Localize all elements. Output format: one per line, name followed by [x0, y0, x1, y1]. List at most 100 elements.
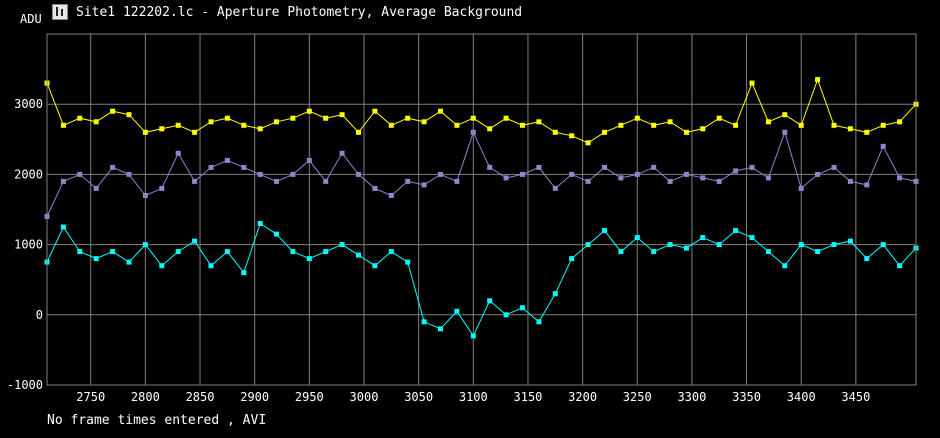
data-point	[110, 108, 116, 114]
data-point	[536, 119, 542, 125]
data-point	[536, 319, 542, 325]
series-line	[46, 78, 917, 144]
data-point	[602, 129, 607, 135]
data-point	[323, 115, 329, 121]
y-tick-label: -1000	[7, 378, 43, 392]
data-point	[110, 249, 116, 255]
data-point	[880, 143, 886, 149]
data-point	[405, 259, 411, 265]
data-point	[274, 119, 279, 125]
data-point	[126, 171, 132, 177]
data-point	[733, 228, 739, 234]
data-point	[306, 157, 312, 163]
data-point	[487, 126, 493, 132]
data-point	[126, 259, 132, 265]
data-point	[224, 249, 230, 255]
x-tick-label: 3200	[568, 390, 597, 404]
x-tick-label: 2950	[295, 390, 324, 404]
data-point	[569, 256, 575, 262]
data-point	[618, 249, 624, 255]
data-point	[602, 164, 607, 170]
x-tick-label: 3400	[787, 390, 816, 404]
y-tick-label: 2000	[14, 167, 43, 181]
data-point	[684, 171, 689, 177]
data-point	[864, 182, 870, 188]
data-point	[733, 122, 739, 128]
data-point	[405, 115, 411, 121]
data-point	[192, 238, 198, 244]
data-point	[438, 326, 443, 332]
window-title: Site1 122202.lc - Aperture Photometry, A…	[76, 4, 523, 20]
ticks-layer: 2750 2800 2850 2900 2950 3000 3050 3100 3150 3200…	[7, 97, 870, 404]
x-tick-label: 3300	[677, 390, 706, 404]
data-point	[749, 235, 755, 241]
data-point	[454, 122, 460, 128]
data-point	[421, 182, 427, 188]
data-point	[634, 115, 640, 121]
data-point	[897, 119, 903, 125]
grid-layer	[47, 34, 916, 386]
data-point	[700, 175, 706, 181]
x-tick-label: 3100	[459, 390, 488, 404]
data-point	[897, 263, 903, 269]
series-layer	[44, 77, 919, 339]
data-point	[716, 242, 722, 248]
data-point	[175, 249, 181, 255]
data-point	[372, 108, 378, 114]
data-point	[880, 242, 886, 248]
data-point	[421, 319, 427, 325]
data-point	[634, 235, 640, 241]
data-point	[60, 178, 66, 184]
series-2	[44, 221, 919, 339]
data-point	[667, 119, 673, 125]
data-point	[520, 305, 525, 311]
data-point	[667, 242, 673, 248]
x-tick-label: 3050	[404, 390, 433, 404]
data-point	[208, 263, 214, 269]
data-point	[716, 178, 722, 184]
data-point	[241, 270, 247, 276]
data-point	[847, 126, 853, 132]
app-icon[interactable]	[52, 4, 68, 20]
data-point	[323, 249, 329, 255]
data-point	[192, 129, 198, 135]
data-point	[110, 164, 116, 170]
data-point	[126, 112, 132, 118]
data-point	[520, 122, 525, 128]
data-point	[77, 171, 83, 177]
data-point	[700, 235, 706, 241]
data-point	[175, 122, 181, 128]
data-point	[372, 263, 378, 269]
data-point	[208, 164, 214, 170]
plot-frame	[46, 33, 917, 386]
data-point	[470, 333, 476, 339]
data-point	[487, 164, 493, 170]
data-point	[77, 115, 83, 121]
data-point	[60, 224, 66, 230]
data-point	[847, 178, 853, 184]
data-point	[306, 256, 312, 262]
y-tick-label: 0	[36, 308, 43, 322]
data-point	[733, 168, 739, 174]
data-point	[536, 164, 542, 170]
data-point	[257, 126, 263, 132]
data-point	[880, 122, 886, 128]
series-line	[46, 130, 917, 217]
data-point	[175, 150, 181, 156]
x-tick-label: 3000	[350, 390, 379, 404]
data-point	[241, 122, 247, 128]
data-point	[274, 231, 279, 237]
window-titlebar: Site1 122202.lc - Aperture Photometry, A…	[52, 3, 522, 21]
data-point	[142, 242, 148, 248]
data-point	[765, 249, 771, 255]
data-point	[405, 178, 411, 184]
data-point	[339, 150, 345, 156]
data-point	[93, 119, 99, 125]
data-point	[782, 112, 788, 118]
data-point	[224, 157, 230, 163]
data-point	[274, 178, 279, 184]
data-point	[306, 108, 312, 114]
data-point	[700, 126, 706, 132]
data-point	[634, 171, 640, 177]
